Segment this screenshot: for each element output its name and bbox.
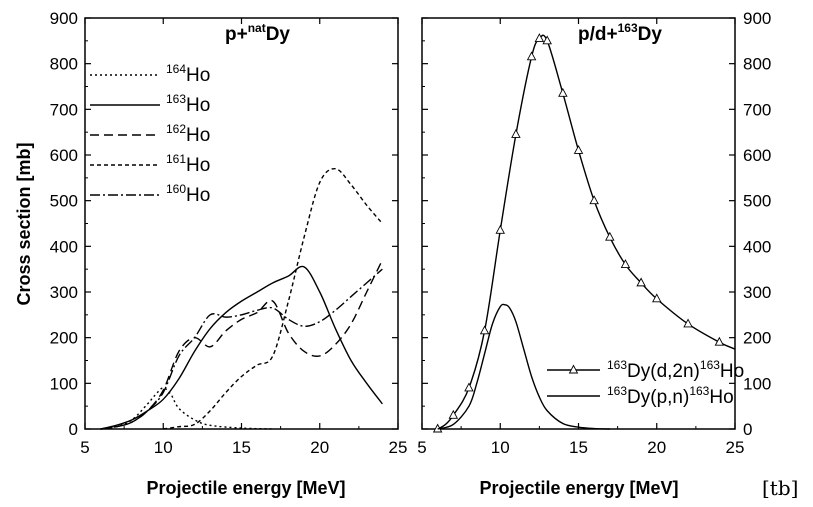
left-y-tick-label: 200 (50, 329, 78, 348)
left-x-tick-label: 25 (389, 438, 408, 457)
left-series-lines (100, 167, 383, 430)
right-data-point-triangle (448, 409, 459, 419)
right-x-tick-label: 20 (647, 438, 666, 457)
right-y-tick-label: 400 (743, 237, 771, 256)
left-y-tick-label: 600 (50, 146, 78, 165)
right-x-tick-label: 25 (726, 438, 745, 457)
right-data-point-triangle (605, 231, 615, 241)
left-x-ticks: 5 10 15 20 25 (80, 18, 407, 457)
right-y-tick-label: 700 (743, 100, 771, 119)
left-y-tick-label: 800 (50, 55, 78, 74)
right-x-tick-label: 15 (569, 438, 588, 457)
left-panel: 5 10 15 20 25 0 100 200 300 400 500 600 700 800 900 p… (14, 9, 407, 498)
right-data-point-triangle (636, 277, 646, 287)
right-legend-label-0: 163Dy(d,2n)163Ho (607, 358, 744, 382)
right-x-axis-label: Projectile energy [MeV] (479, 478, 678, 498)
left-plot-frame (84, 17, 399, 430)
right-data-point-triangle (589, 195, 599, 205)
left-series-line-1 (100, 265, 383, 430)
left-series-line-2 (100, 259, 383, 430)
left-legend-label-1: 163Ho (166, 92, 210, 116)
right-x-tick-label: 10 (491, 438, 510, 457)
left-legend-label-3: 161Ho (166, 152, 210, 176)
right-y-tick-label: 100 (743, 374, 771, 393)
figure-placement-tag: [tb] (762, 476, 799, 500)
left-x-tick-label: 5 (80, 438, 89, 457)
left-x-tick-label: 15 (232, 438, 251, 457)
left-y-tick-label: 900 (50, 9, 78, 28)
right-y-tick-label: 200 (743, 329, 771, 348)
right-series-line-1 (437, 303, 610, 430)
left-series-line-0 (100, 387, 273, 430)
left-series-line-3 (163, 167, 383, 430)
right-series-line-0 (437, 34, 736, 430)
right-panel-title: p/d+163Dy (578, 21, 662, 45)
right-panel: 5 10 15 20 25 0 100 200 300 400 500 600 700 800 900 p… (417, 9, 771, 498)
left-series-line-4 (100, 268, 383, 430)
right-x-ticks: 5 10 15 20 25 (417, 18, 744, 457)
left-x-axis-label: Projectile energy [MeV] (146, 478, 345, 498)
right-data-point-triangle (479, 325, 490, 335)
right-series-lines (432, 33, 736, 433)
left-legend-label-0: 164Ho (166, 62, 210, 86)
left-legend-label-2: 162Ho (166, 122, 210, 146)
right-data-point-triangle (683, 318, 693, 328)
left-x-tick-label: 20 (310, 438, 329, 457)
left-x-tick-label: 10 (154, 438, 173, 457)
left-y-tick-label: 500 (50, 192, 78, 211)
right-data-point-triangle (526, 51, 537, 61)
right-y-tick-label: 900 (743, 9, 771, 28)
right-data-point-triangle (542, 35, 552, 45)
right-data-point-triangle (558, 87, 568, 97)
right-data-point-triangle (714, 336, 725, 346)
right-data-point-triangle (511, 128, 521, 138)
left-y-tick-label: 0 (69, 420, 78, 439)
left-legend: 164Ho 163Ho 162Ho 161Ho 160Ho (90, 62, 210, 206)
right-data-point-triangle (464, 382, 474, 392)
right-x-tick-label: 5 (417, 438, 426, 457)
right-y-tick-label: 0 (743, 420, 752, 439)
right-data-point-triangle (652, 293, 662, 303)
right-legend-label-1: 163Dy(p,n)163Ho (607, 384, 734, 408)
left-y-tick-label: 700 (50, 100, 78, 119)
left-y-tick-label: 100 (50, 374, 78, 393)
left-y-tick-label: 400 (50, 237, 78, 256)
right-y-ticks: 0 100 200 300 400 500 600 700 800 900 (422, 9, 771, 439)
right-data-point-triangle (620, 259, 631, 269)
right-data-point-triangle (573, 144, 584, 154)
right-data-point-triangle (534, 33, 545, 42)
left-y-ticks: 0 100 200 300 400 500 600 700 800 900 (50, 9, 398, 439)
right-y-tick-label: 500 (743, 192, 771, 211)
right-legend-marker (568, 364, 579, 374)
right-data-point-triangle (495, 224, 505, 234)
right-y-tick-label: 600 (743, 146, 771, 165)
left-y-tick-label: 300 (50, 283, 78, 302)
left-legend-label-4: 160Ho (166, 182, 210, 206)
right-y-tick-label: 800 (743, 55, 771, 74)
left-y-axis-label: Cross section [mb] (14, 142, 34, 305)
left-panel-title: p+natDy (225, 21, 290, 45)
right-y-tick-label: 300 (743, 283, 771, 302)
